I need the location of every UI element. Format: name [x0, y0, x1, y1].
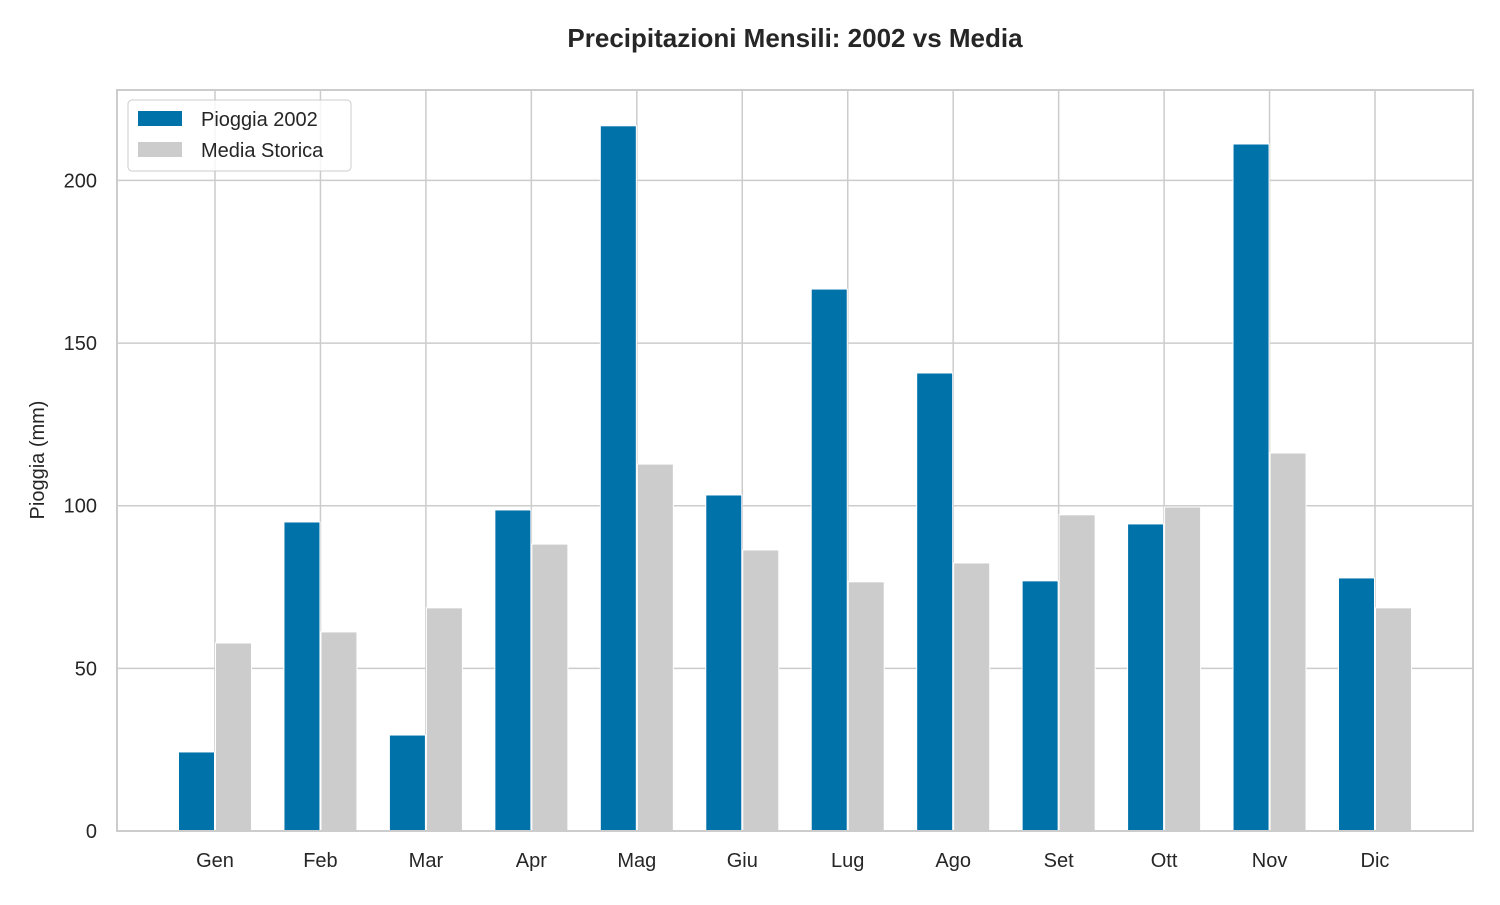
bar-media-storica-apr	[531, 543, 569, 832]
x-tick-label: Gen	[196, 850, 234, 872]
legend: Pioggia 2002 Media Storica	[127, 99, 352, 172]
legend-label-series-0: Pioggia 2002	[201, 109, 318, 131]
legend-label-series-1: Media Storica	[201, 140, 324, 162]
y-tick-label: 150	[64, 333, 97, 355]
bar-media-storica-mag	[636, 463, 674, 832]
y-tick-label: 100	[64, 496, 97, 518]
chart-title: Precipitazioni Mensili: 2002 vs Media	[567, 23, 1023, 53]
x-tick-label: Dic	[1361, 850, 1390, 872]
y-tick-label: 50	[75, 658, 97, 680]
ticks: 0 50 100 150 200 Gen Feb Mar Apr Mag Giu Lug Ago Set O…	[64, 170, 1390, 872]
bar-pioggia-2002-feb	[283, 521, 321, 832]
bar-pioggia-2002-ott	[1127, 523, 1165, 832]
bar-media-storica-giu	[742, 549, 780, 832]
bar-pioggia-2002-mar	[388, 734, 426, 832]
bar-pioggia-2002-gen	[178, 751, 215, 832]
y-axis-label: Pioggia (mm)	[27, 401, 49, 520]
bar-media-storica-dic	[1375, 607, 1412, 832]
x-tick-label: Set	[1044, 850, 1074, 872]
x-tick-label: Mar	[409, 850, 444, 872]
x-tick-label: Mag	[617, 850, 656, 872]
bar-media-storica-ott	[1164, 506, 1202, 832]
x-tick-label: Ott	[1151, 850, 1178, 872]
y-tick-label: 0	[86, 821, 97, 843]
bar-media-storica-set	[1058, 514, 1096, 832]
legend-swatch-series-1	[138, 142, 182, 157]
x-tick-label: Giu	[727, 850, 758, 872]
plot-frame	[116, 89, 1474, 832]
bar-pioggia-2002-nov	[1232, 143, 1270, 832]
bar-media-storica-lug	[847, 581, 885, 832]
bar-pioggia-2002-dic	[1338, 577, 1375, 832]
bar-pioggia-2002-set	[1021, 580, 1059, 832]
bar-media-storica-nov	[1269, 452, 1307, 832]
legend-swatch-series-0	[138, 111, 182, 126]
bar-media-storica-mar	[425, 607, 463, 832]
bar-pioggia-2002-ago	[916, 372, 954, 832]
bar-pioggia-2002-giu	[705, 494, 743, 832]
bar-media-storica-feb	[320, 631, 358, 832]
y-tick-label: 200	[64, 170, 97, 192]
bar-pioggia-2002-lug	[810, 288, 848, 832]
bars	[178, 125, 1412, 832]
x-tick-label: Apr	[516, 850, 547, 872]
bar-media-storica-ago	[953, 562, 991, 832]
x-tick-label: Nov	[1252, 850, 1288, 872]
x-tick-label: Feb	[303, 850, 337, 872]
x-tick-label: Ago	[935, 850, 971, 872]
bar-pioggia-2002-mag	[599, 125, 637, 832]
x-tick-label: Lug	[831, 850, 864, 872]
bar-media-storica-gen	[215, 642, 252, 832]
legend-box	[127, 99, 352, 172]
bar-pioggia-2002-apr	[494, 509, 532, 832]
